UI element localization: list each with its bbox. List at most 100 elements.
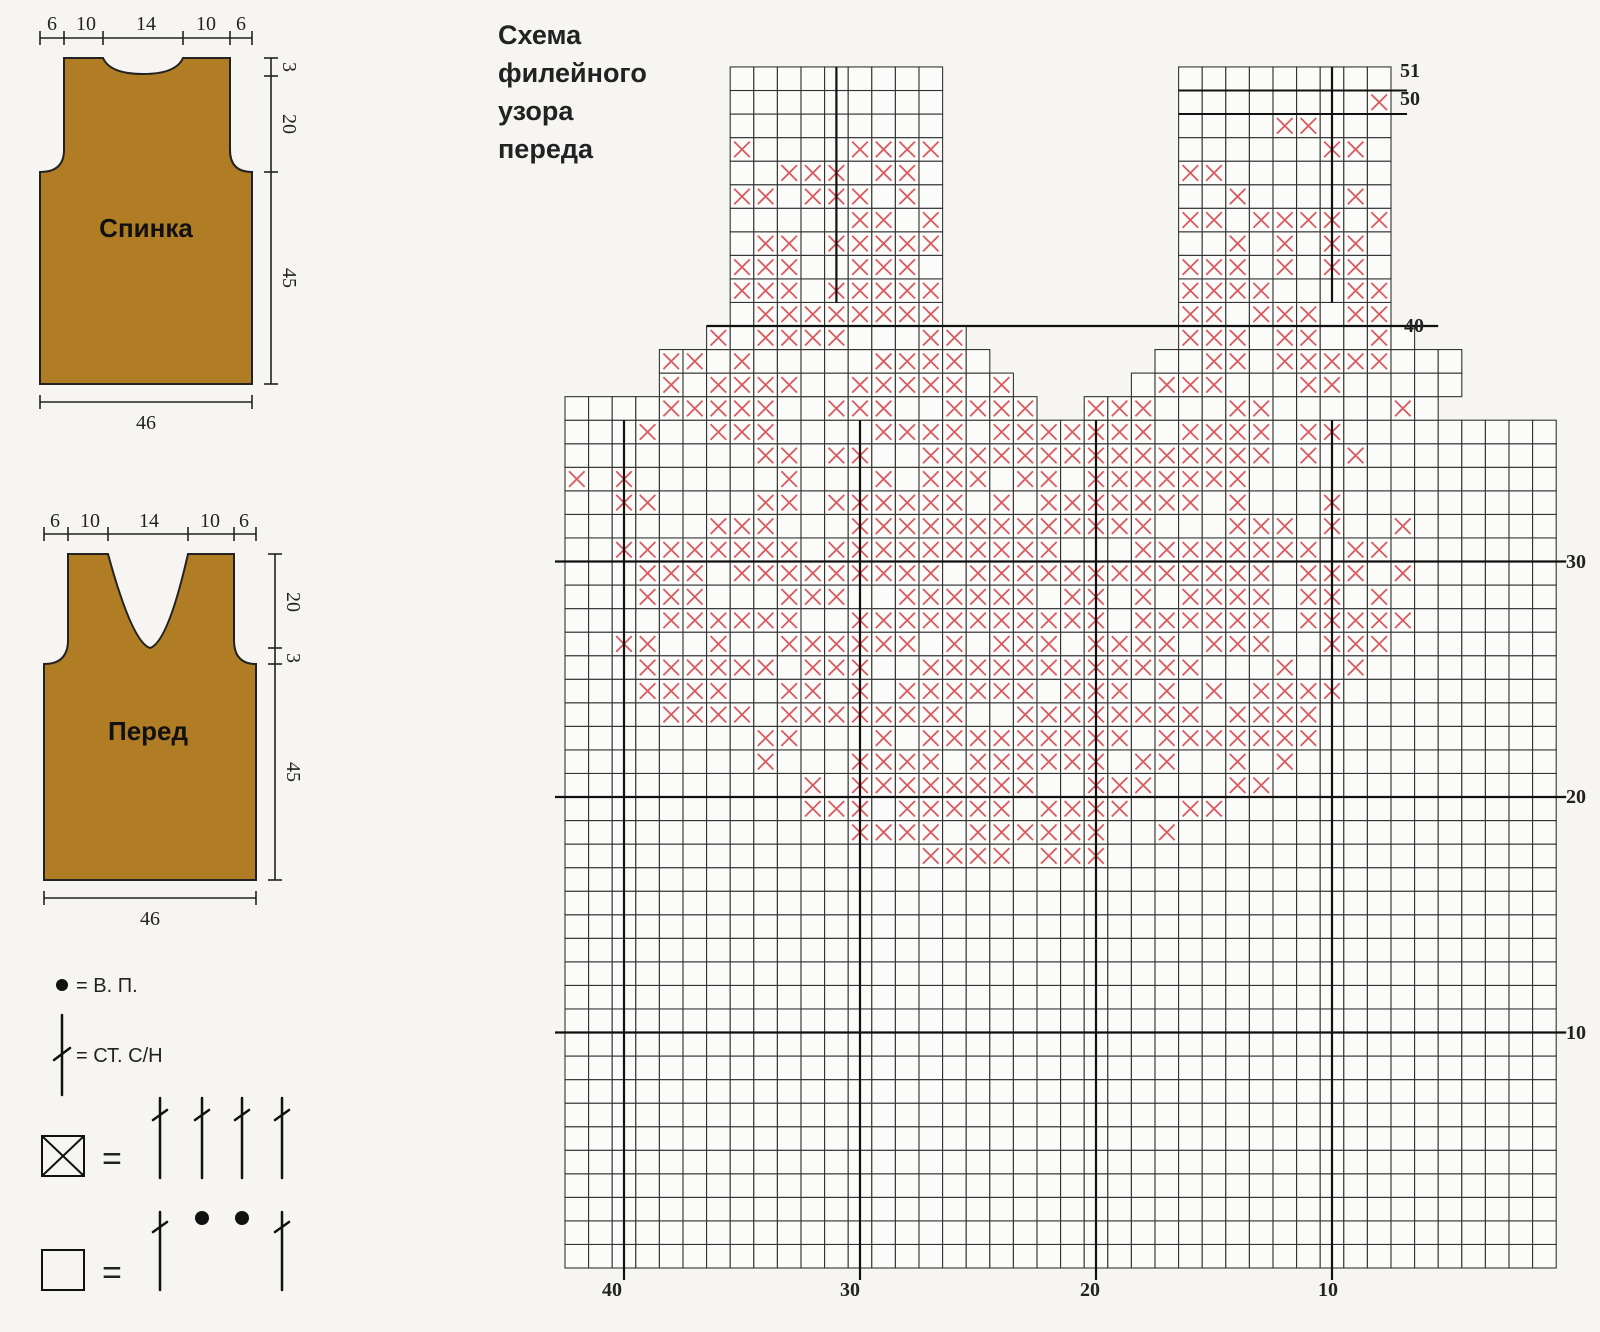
grid-cell [1319,301,1345,327]
grid-cell [706,749,731,775]
grid-cell [1225,89,1250,115]
grid-cell [1484,490,1510,515]
grid-cell [871,1008,896,1034]
grid-cell [1508,984,1534,1010]
grid-cell [1414,560,1439,586]
grid-cell [1272,819,1298,845]
grid-cell [800,1243,826,1269]
front-top-dimension [43,527,257,541]
grid-cell [1414,490,1439,515]
col-label-40: 40 [602,1279,622,1301]
filled-block-cross [993,682,1011,700]
grid-cell [894,1149,920,1175]
filled-block-cross [1016,470,1034,488]
filled-block-cross [1370,282,1388,300]
grid-cell [706,1149,731,1175]
filled-block-cross [1181,470,1199,488]
grid-cell [1461,678,1486,704]
grid-cell [1201,961,1227,986]
filled-block-cross [993,541,1011,559]
filled-block-cross [804,564,822,582]
filled-block-cross [1394,400,1412,417]
grid-cell [682,796,708,822]
grid-cell [1437,537,1463,563]
grid-cell [753,1220,778,1246]
filled-block-cross [804,635,822,653]
filled-block-cross [875,211,893,229]
chain-stitch-text: = В. П. [76,975,138,997]
grid-cell [800,348,826,374]
filled-block-cross [922,847,940,865]
grid-cell [1130,819,1156,845]
open-mesh-symbol-icon [41,1249,85,1291]
grid-cell [1390,1079,1416,1104]
grid-cell [871,843,896,869]
front-top-dim-1: 6 [50,510,60,532]
grid-cell [800,843,826,869]
filled-block-cross [875,494,893,512]
grid-cell [729,867,755,892]
grid-cell [753,160,778,186]
grid-cell [1343,890,1368,916]
grid-cell [1178,66,1203,92]
grid-cell [871,984,896,1010]
grid-cell [989,1149,1014,1175]
grid-cell [588,678,613,704]
grid-cell [729,1149,755,1175]
grid-cell [1178,1149,1203,1175]
grid-cell [1201,1220,1227,1246]
filet-grid-cells [564,66,1557,1269]
grid-cell [776,89,802,115]
filled-block-cross [1370,329,1388,347]
filled-block-cross [1252,447,1270,464]
grid-cell [871,113,896,139]
filled-block-cross [922,706,940,723]
filled-block-equals: = [102,1140,122,1178]
grid-cell [706,1196,731,1222]
grid-cell [1366,937,1392,963]
filled-block-cross [804,305,822,323]
filled-block-cross [945,470,963,488]
filled-block-cross [1063,564,1081,582]
filled-block-cross [993,753,1011,771]
grid-cell [918,1055,944,1081]
grid-cell [1508,443,1534,468]
filled-block-cross [733,282,751,300]
grid-cell [871,584,896,610]
front-right-dim-1: 20 [282,592,304,612]
grid-cell [1414,443,1439,468]
grid-cell [729,1031,755,1057]
grid-cell [564,537,590,563]
grid-cell [1036,1008,1062,1034]
grid-cell [1272,137,1298,162]
filled-block-cross [969,753,987,771]
grid-cell [1414,961,1439,986]
grid-cell [1248,749,1274,775]
grid-cell [682,466,708,492]
grid-cell [1390,1055,1416,1081]
filled-block-cross [1158,753,1176,771]
grid-cell [824,372,849,398]
grid-cell [1248,984,1274,1010]
filled-block-cross [1229,541,1247,559]
back-piece-shape [39,57,253,385]
grid-cell [1178,1079,1203,1104]
grid-cell [894,396,920,421]
grid-cell [1508,513,1534,539]
grid-cell [1036,984,1062,1010]
grid-cell [1461,1173,1486,1198]
filled-block-cross [757,541,775,559]
grid-cell [1414,796,1439,822]
grid-cell [800,207,826,233]
grid-cell [1036,914,1062,939]
filled-block-cross [1111,659,1129,676]
filled-block-cross [1040,541,1058,559]
grid-cell [1036,1079,1062,1104]
grid-cell [824,1173,849,1198]
filled-block-cross [1016,447,1034,464]
row-label-50: 50 [1400,88,1420,110]
grid-cell [1484,1031,1510,1057]
grid-cell [1296,984,1321,1010]
grid-cell [564,1196,590,1222]
grid-cell [1225,1243,1250,1269]
